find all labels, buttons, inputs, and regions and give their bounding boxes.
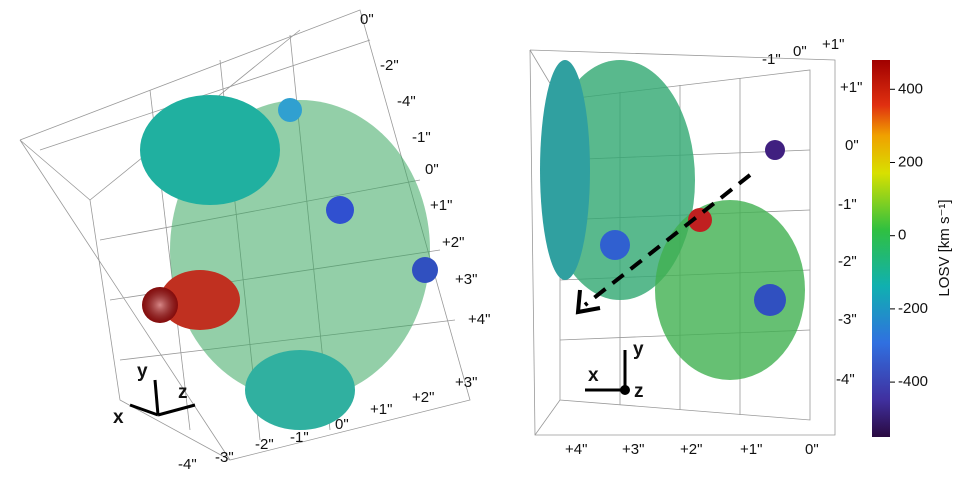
- axis-label: y: [137, 361, 148, 382]
- colorbar-tick-label: 400: [898, 80, 923, 97]
- left-cloud: [140, 95, 438, 430]
- tick-label: 0": [805, 441, 819, 458]
- arrow-head: [575, 289, 601, 315]
- tick-label: -2": [838, 253, 857, 270]
- tick-label: -1": [762, 51, 781, 68]
- colorbar-label: LOSV [km s⁻¹]: [936, 199, 953, 296]
- tick-label: -3": [215, 449, 234, 466]
- right-cloud: [540, 60, 805, 380]
- left-triad: [129, 379, 196, 417]
- colorbar-tick-label: 200: [898, 153, 923, 170]
- tick-label: +1": [822, 36, 844, 53]
- axis-label: x: [588, 365, 599, 386]
- tick-label: +2": [442, 234, 464, 251]
- tick-label: -4": [397, 93, 416, 110]
- tick-label: -1": [412, 129, 431, 146]
- axis-label: x: [113, 407, 124, 428]
- tick-label: 0": [845, 137, 859, 154]
- tick-label: -1": [838, 196, 857, 213]
- tick-label: +3": [622, 441, 644, 458]
- tick-label: 0": [793, 43, 807, 60]
- axis-label: y: [633, 339, 644, 360]
- tick-label: 0": [335, 416, 349, 433]
- right-triad: [585, 350, 627, 392]
- tick-label: -4": [178, 456, 197, 473]
- tick-label: -2": [255, 436, 274, 453]
- tick-label: +4": [468, 311, 490, 328]
- colorbar-tick-label: -200: [898, 300, 928, 317]
- tick-label: +1": [430, 197, 452, 214]
- tick-label: 0": [360, 11, 374, 28]
- tick-label: +1": [840, 79, 862, 96]
- tick-label: +1": [370, 401, 392, 418]
- tick-label: -4": [836, 371, 855, 388]
- colorbar-tick-label: 0: [898, 227, 906, 244]
- tick-label: +1": [740, 441, 762, 458]
- tick-label: +2": [412, 389, 434, 406]
- tick-label: -3": [838, 311, 857, 328]
- tick-label: +3": [455, 271, 477, 288]
- tick-label: +3": [455, 374, 477, 391]
- colorbar: [872, 60, 890, 437]
- axis-label: z: [178, 382, 188, 403]
- tick-label: +2": [680, 441, 702, 458]
- tick-label: +4": [565, 441, 587, 458]
- axis-label: z: [634, 381, 644, 402]
- dashed-arrow: [583, 173, 752, 307]
- colorbar-tick-label: -400: [898, 373, 928, 390]
- z-dot: [620, 385, 630, 395]
- tick-label: -2": [380, 57, 399, 74]
- tick-label: 0": [425, 161, 439, 178]
- tick-label: -1": [290, 429, 309, 446]
